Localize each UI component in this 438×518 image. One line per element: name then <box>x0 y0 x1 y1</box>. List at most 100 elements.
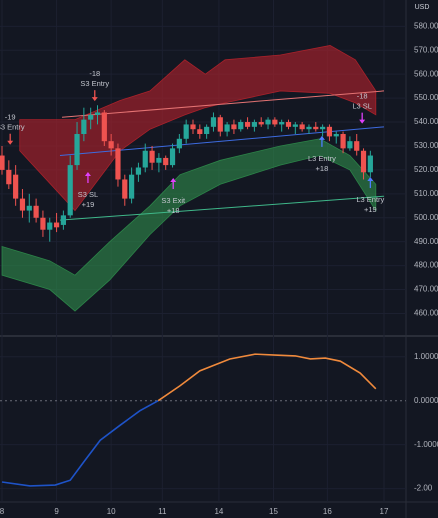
candle-body <box>217 117 223 132</box>
annotation-text: -19 <box>5 113 16 122</box>
y-tick-label: 1.0000 <box>414 352 438 361</box>
y-tick-label: 500.00 <box>414 213 438 222</box>
y-tick-label: 550.00 <box>414 93 438 102</box>
y-tick-label: 520.00 <box>414 165 438 174</box>
annotation-text: +18 <box>316 164 329 173</box>
candle-body <box>94 112 101 115</box>
arrow-head <box>7 140 14 145</box>
candle-body <box>40 217 46 230</box>
candle-body <box>0 155 5 170</box>
cloud-band <box>1 138 377 312</box>
annotation-text: S3 Entry <box>80 79 109 88</box>
candle-body <box>231 124 237 130</box>
candle-body <box>26 205 32 211</box>
candle-body <box>258 122 264 125</box>
candle-body <box>13 174 19 199</box>
y-tick-label: 490.00 <box>414 237 438 246</box>
candle-body <box>190 124 196 130</box>
trend-line <box>61 90 385 118</box>
candle-body <box>313 126 319 130</box>
candle-body <box>354 141 360 151</box>
y-tick-label: 480.00 <box>414 261 438 270</box>
candle-body <box>60 215 66 225</box>
candle-body <box>156 157 162 163</box>
arrow-head <box>84 172 91 177</box>
candle-body <box>347 141 353 149</box>
annotation-text: -18 <box>89 69 100 78</box>
signal-marker <box>367 177 374 189</box>
x-tick-label: 10 <box>107 507 116 516</box>
candle-body <box>224 124 230 132</box>
y-tick-label: 540.00 <box>414 117 438 126</box>
x-tick-label: 9 <box>54 507 59 516</box>
candle-body <box>285 122 292 127</box>
signal-marker <box>170 178 177 189</box>
candle-body <box>272 119 278 125</box>
y-tick-label: 530.00 <box>414 141 438 150</box>
candle-body <box>74 134 80 166</box>
candle-body <box>122 179 128 199</box>
candle-body <box>326 126 333 137</box>
signal-marker <box>7 133 14 145</box>
x-tick-label: 17 <box>380 507 389 516</box>
annotation-text: +19 <box>364 205 377 214</box>
signal-marker <box>318 135 325 147</box>
candle-body <box>320 126 326 130</box>
candle-body <box>129 174 135 199</box>
y-tick-label: -2.00 <box>414 484 433 493</box>
candle-body <box>279 122 285 125</box>
arrow-head <box>170 178 177 182</box>
candle-body <box>367 155 373 173</box>
candle-body <box>101 112 107 142</box>
y-tick-label: -1.0000 <box>414 440 438 449</box>
currency: USD <box>415 4 430 11</box>
candle-body <box>238 122 244 130</box>
candle-body <box>204 126 210 134</box>
candle-body <box>149 150 155 163</box>
cloud-band <box>19 45 377 212</box>
signal-marker <box>359 112 366 124</box>
annotation-text: +18 <box>167 206 180 215</box>
x-tick-label: 15 <box>269 507 278 516</box>
candle-body <box>299 124 305 130</box>
candle-body <box>197 129 203 134</box>
annotation-text: -18 <box>357 92 368 101</box>
oscillator-line <box>1 400 159 487</box>
candle-body <box>210 117 217 127</box>
candle-body <box>183 124 189 139</box>
annotation-text: +19 <box>82 200 95 209</box>
annotation-text: S3 SL <box>78 190 98 199</box>
candle-body <box>360 150 367 173</box>
y-tick-label: 580.00 <box>414 21 438 30</box>
candle-body <box>81 119 87 134</box>
signal-marker <box>91 90 98 102</box>
candle-body <box>340 134 346 149</box>
candle-body <box>67 165 73 216</box>
y-tick-label: 560.00 <box>414 69 438 78</box>
arrow-head <box>367 177 374 182</box>
candle-body <box>135 167 142 175</box>
y-tick-label: 0.0000 <box>414 396 438 405</box>
candle-body <box>33 205 39 218</box>
arrow-head <box>91 97 98 102</box>
annotation-text: L3 SL <box>352 102 372 111</box>
annotation-text: L3 Entry <box>356 195 384 204</box>
oscillator-line <box>157 353 377 402</box>
y-tick-label: 510.00 <box>414 189 438 198</box>
signal-marker <box>84 172 91 184</box>
y-tick-label: 470.00 <box>414 285 438 294</box>
x-tick-label: 14 <box>214 507 223 516</box>
candle-body <box>333 134 339 137</box>
trend-line <box>59 195 385 221</box>
arrow-head <box>318 135 325 140</box>
candle-body <box>6 169 12 185</box>
annotation-text: L3 Entry <box>308 154 336 163</box>
candle-body <box>88 114 94 120</box>
candle-body <box>47 222 53 230</box>
x-tick-label: 11 <box>158 507 167 516</box>
arrow-head <box>359 119 366 124</box>
candle-body <box>169 148 176 166</box>
candle-body <box>292 124 298 127</box>
candle-body <box>163 157 169 166</box>
